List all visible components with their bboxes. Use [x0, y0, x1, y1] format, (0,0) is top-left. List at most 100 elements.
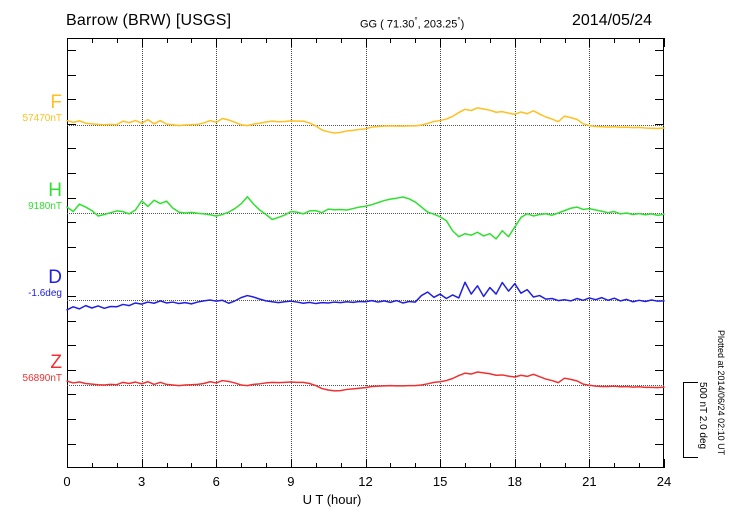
y-tick-left [67, 320, 76, 322]
component-name-H: H [48, 180, 62, 201]
x-tick-label-0: 0 [63, 474, 71, 489]
x-tick-minor-top-4 [166, 38, 168, 43]
y-tick-right [655, 419, 664, 420]
x-tick-label-18: 18 [507, 474, 522, 489]
component-value-D: -1.6deg [28, 288, 62, 299]
gridline-hour-6 [216, 38, 218, 468]
y-tick-right [655, 148, 664, 150]
x-tick-minor-top-19 [539, 38, 541, 43]
x-tick-minor-10 [315, 463, 317, 468]
x-tick-major-top-15 [440, 38, 442, 47]
y-tick-right [655, 173, 664, 174]
y-tick-left [67, 197, 76, 199]
x-tick-minor-top-7 [241, 38, 243, 43]
x-tick-major-3 [141, 459, 143, 468]
trace-lines [66, 107, 665, 392]
x-tick-major-6 [216, 459, 218, 468]
x-tick-minor-17 [489, 463, 491, 468]
y-tick-left [67, 296, 76, 297]
component-label-H: H 9180nT [0, 181, 62, 213]
trace-H [66, 195, 665, 240]
y-tick-right [655, 246, 664, 248]
x-tick-major-top-18 [514, 38, 516, 47]
y-tick-left [67, 222, 76, 224]
observation-date: 2014/05/24 [572, 12, 653, 29]
x-tick-minor-top-23 [639, 38, 641, 43]
x-tick-minor-19 [539, 463, 541, 468]
x-tick-label-15: 15 [432, 474, 448, 489]
x-tick-major-12 [365, 459, 367, 468]
x-tick-minor-16 [465, 463, 466, 468]
y-tick-right [655, 197, 664, 199]
page-title: Barrow (BRW) [USGS] [66, 12, 232, 29]
x-tick-minor-5 [191, 463, 193, 468]
x-tick-minor-11 [340, 463, 342, 468]
component-value-Z: 56890nT [22, 373, 62, 384]
y-tick-right [655, 296, 664, 297]
x-tick-major-9 [290, 459, 292, 468]
x-tick-major-top-24 [664, 38, 665, 47]
geo-suffix: ) [460, 18, 465, 31]
x-tick-minor-13 [390, 463, 392, 468]
x-tick-major-top-12 [365, 38, 367, 47]
x-tick-label-9: 9 [287, 474, 295, 489]
y-tick-left [67, 419, 76, 420]
y-tick-right [655, 123, 664, 125]
x-tick-major-top-21 [589, 38, 591, 47]
y-tick-right [655, 320, 664, 322]
y-tick-right [655, 74, 664, 76]
geo-mid: , 203.25 [417, 18, 458, 31]
y-tick-right [655, 369, 664, 371]
x-tick-minor-20 [564, 463, 566, 468]
y-tick-left [67, 271, 76, 273]
x-tick-minor-top-20 [564, 38, 566, 43]
x-tick-label-12: 12 [358, 474, 373, 489]
gridline-hour-9 [290, 38, 292, 468]
scale-bar [683, 382, 698, 458]
geographic-coordinates: GG ( 71.30°, 203.25°) [360, 16, 464, 31]
component-label-F: F 57470nT [0, 93, 62, 125]
x-tick-minor-top-22 [614, 38, 616, 43]
x-tick-major-top-0 [67, 38, 68, 47]
x-tick-minor-top-13 [390, 38, 392, 43]
plotted-at-timestamp: Plotted at 2014/06/24 02:10 UT [716, 330, 726, 456]
gridline-hour-21 [589, 38, 591, 468]
x-tick-minor-1 [91, 463, 93, 468]
y-tick-left [67, 123, 76, 125]
y-tick-left [67, 50, 76, 51]
trace-Z [66, 371, 665, 392]
geo-prefix: GG ( 71.30 [360, 18, 415, 31]
y-tick-left [67, 148, 76, 150]
x-tick-minor-top-10 [315, 38, 317, 43]
x-tick-minor-top-16 [465, 38, 466, 43]
component-name-F: F [50, 92, 62, 113]
x-tick-label-6: 6 [212, 474, 220, 489]
gridline-hour-18 [514, 38, 516, 468]
x-tick-minor-top-14 [415, 38, 417, 43]
x-tick-major-15 [440, 459, 442, 468]
component-label-D: D -1.6deg [0, 268, 62, 300]
gridline-hour-15 [440, 38, 442, 468]
x-tick-minor-top-8 [266, 38, 267, 43]
component-value-H: 9180nT [28, 201, 62, 212]
y-tick-left [67, 173, 76, 174]
x-tick-minor-14 [415, 463, 417, 468]
y-tick-left [67, 74, 76, 76]
y-tick-left [67, 394, 76, 396]
y-tick-right [655, 394, 664, 396]
y-tick-right [655, 443, 664, 445]
x-tick-major-0 [67, 459, 68, 468]
baseline-H [67, 213, 664, 214]
baseline-D [67, 300, 664, 301]
x-tick-major-21 [589, 459, 591, 468]
x-tick-minor-23 [639, 463, 641, 468]
component-name-D: D [48, 267, 62, 288]
gridline-hour-12 [365, 38, 367, 468]
x-tick-major-18 [514, 459, 516, 468]
x-tick-minor-22 [614, 463, 616, 468]
y-tick-left [67, 345, 76, 347]
y-tick-right [655, 222, 664, 224]
gridline-hour-3 [141, 38, 143, 468]
x-tick-minor-top-5 [191, 38, 193, 43]
